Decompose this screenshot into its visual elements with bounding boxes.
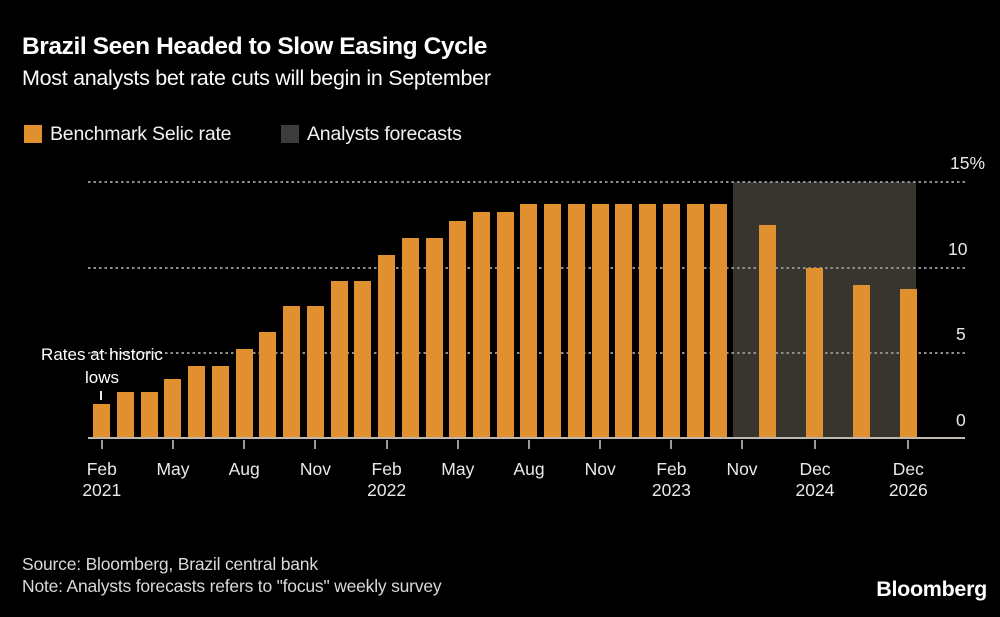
- selic-bar: [639, 203, 657, 439]
- forecast-bar: [852, 284, 870, 439]
- x-tick: [243, 439, 246, 449]
- y-axis-label: 10: [948, 238, 968, 259]
- selic-bar: [496, 212, 514, 439]
- annotation-rates-historic-lows: Rates at historic lows: [22, 344, 182, 389]
- chart-subtitle: Most analysts bet rate cuts will begin i…: [22, 66, 491, 90]
- legend-swatch-forecasts: [281, 125, 299, 143]
- annotation-line2: lows: [84, 367, 119, 387]
- x-tick: [456, 439, 459, 449]
- x-tick-label: May: [156, 458, 190, 479]
- x-tick: [599, 439, 602, 449]
- selic-bar: [164, 378, 182, 439]
- selic-bar: [283, 306, 301, 439]
- legend-swatch-selic: [24, 125, 42, 143]
- selic-bar: [615, 203, 633, 439]
- x-tick-label: Dec 2024: [795, 458, 835, 501]
- x-tick-label: Nov: [584, 458, 616, 479]
- annotation-line1: Rates at historic: [41, 345, 163, 364]
- selic-bar: [140, 391, 158, 439]
- bloomberg-logo: Bloomberg: [876, 577, 987, 601]
- selic-bar: [235, 348, 253, 439]
- x-tick: [172, 439, 174, 449]
- x-tick: [907, 439, 910, 449]
- selic-bar: [591, 203, 609, 439]
- x-tick: [670, 439, 673, 449]
- legend-label-selic: Benchmark Selic rate: [50, 123, 232, 145]
- legend-label-forecasts: Analysts forecasts: [307, 123, 462, 145]
- selic-bar: [401, 237, 419, 439]
- source-text: Source: Bloomberg, Brazil central bank: [22, 554, 318, 574]
- x-tick-label: Aug: [513, 458, 545, 479]
- x-tick-label: Nov: [726, 458, 758, 479]
- y-axis-label: 5: [956, 324, 966, 345]
- x-tick: [100, 439, 103, 449]
- x-tick-label: Nov: [299, 458, 331, 479]
- selic-bar: [567, 203, 585, 439]
- x-tick: [385, 439, 388, 449]
- x-tick-label: May: [441, 458, 475, 479]
- annotation-pointer-line: [100, 391, 102, 400]
- y-axis-label: 0: [956, 409, 966, 430]
- selic-bar: [520, 203, 538, 439]
- x-tick-label: Feb 2023: [651, 458, 691, 501]
- selic-bar: [354, 280, 372, 439]
- selic-bar: [378, 254, 396, 439]
- forecast-bar: [758, 225, 776, 439]
- selic-bar: [188, 365, 206, 439]
- chart-title: Brazil Seen Headed to Slow Easing Cycle: [22, 33, 488, 60]
- selic-bar: [686, 203, 704, 439]
- x-tick-label: Feb 2021: [82, 458, 122, 501]
- x-tick: [528, 439, 530, 449]
- selic-bar: [425, 237, 443, 439]
- gridline: [88, 181, 965, 184]
- selic-bar: [662, 203, 680, 439]
- selic-bar: [449, 220, 467, 439]
- selic-bar: [544, 203, 562, 439]
- forecast-bar: [899, 289, 917, 439]
- x-tick: [741, 439, 743, 449]
- selic-bar: [472, 212, 490, 439]
- selic-bar: [306, 306, 324, 439]
- selic-bar: [211, 365, 229, 439]
- x-tick: [314, 439, 317, 449]
- x-tick-label: Dec 2026: [888, 458, 928, 501]
- x-tick-label: Aug: [228, 458, 260, 479]
- note-text: Note: Analysts forecasts refers to "focu…: [22, 576, 442, 596]
- y-axis-label: 15%: [950, 153, 986, 174]
- selic-bar: [330, 280, 348, 439]
- selic-bar: [710, 203, 728, 439]
- forecast-bar: [805, 267, 823, 439]
- x-tick-label: Feb 2022: [367, 458, 407, 501]
- selic-bar: [93, 404, 111, 439]
- x-tick: [814, 439, 816, 449]
- x-axis-line: [88, 437, 965, 439]
- selic-bar: [259, 331, 277, 439]
- selic-bar: [117, 391, 135, 439]
